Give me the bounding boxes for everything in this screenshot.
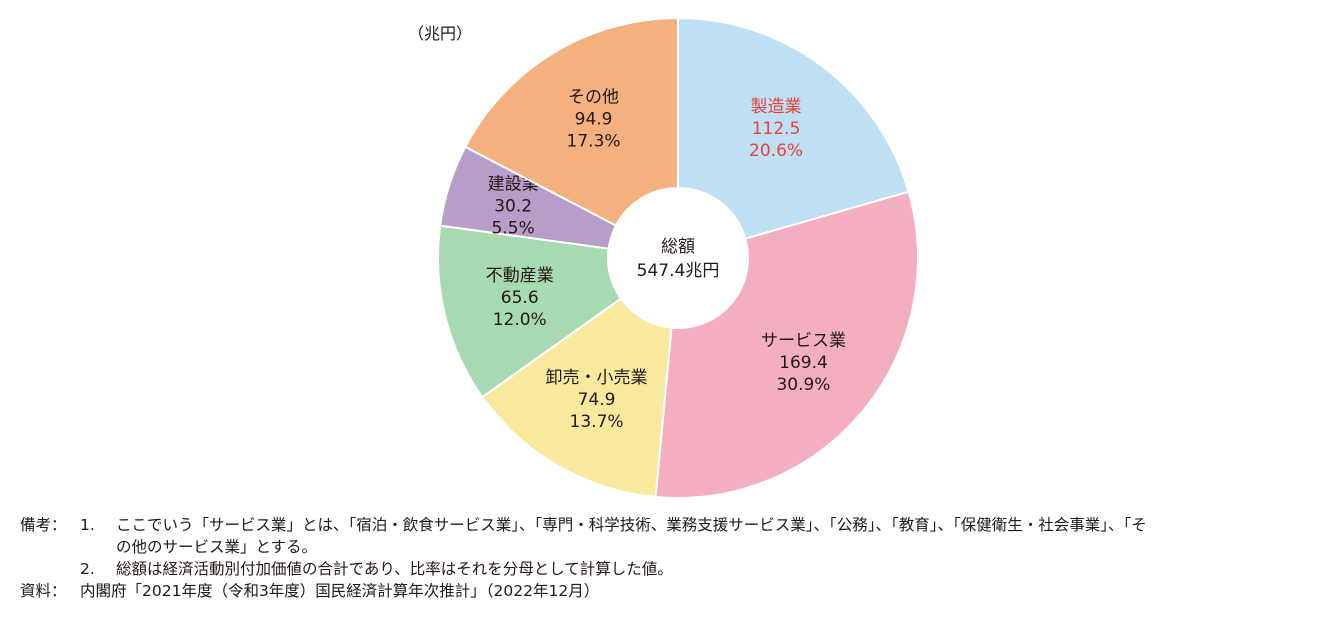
slice-label: 卸売・小売業 — [546, 368, 648, 388]
note-text: ここでいう「サービス業」とは、「宿泊・飲食サービス業」、「専門・科学技術、業務支… — [116, 516, 1147, 534]
slice-3 — [437, 224, 623, 399]
slice-value: 30.2 — [494, 196, 532, 216]
note-head — [20, 558, 80, 580]
source-text: 内閣府「2021年度（令和3年度）国民経済計算年次推計」（2022年12月） — [80, 582, 600, 600]
note-text: 総額は経済活動別付加価値の合計であり、比率はそれを分母として計算した値。 — [116, 560, 673, 578]
note-number: 1. — [80, 516, 95, 534]
slice-label: 不動産業 — [486, 266, 554, 286]
center-label: 総額 — [661, 237, 695, 257]
slice-5 — [463, 16, 679, 227]
slice-percent: 17.3% — [567, 132, 621, 152]
slice-value: 94.9 — [575, 110, 613, 130]
slice-0 — [677, 16, 910, 240]
slice-percent: 5.5% — [492, 218, 535, 238]
notes: 備考： 1. ここでいう「サービス業」とは、「宿泊・飲食サービス業」、「専門・科… — [20, 514, 1147, 602]
slice-label: 製造業 — [751, 97, 802, 117]
slice-value: 65.6 — [501, 288, 539, 308]
center-value: 547.4兆円 — [637, 261, 720, 281]
slice-1 — [654, 190, 919, 499]
note-number: 2. — [80, 560, 95, 578]
note-head: 備考： — [20, 516, 67, 534]
unit-label: （兆円） — [408, 24, 473, 43]
note-row-1: 備考： 1. ここでいう「サービス業」とは、「宿泊・飲食サービス業」、「専門・科… — [20, 514, 1147, 536]
source-head: 資料： — [20, 582, 67, 600]
slice-value: 74.9 — [578, 390, 616, 410]
slice-label: サービス業 — [761, 331, 846, 351]
source-row: 資料： 内閣府「2021年度（令和3年度）国民経済計算年次推計」（2022年12… — [20, 580, 1147, 602]
slice-percent: 13.7% — [570, 412, 624, 432]
donut-hole — [609, 189, 747, 327]
slice-percent: 12.0% — [493, 310, 547, 330]
slice-percent: 30.9% — [776, 375, 830, 395]
slice-value: 169.4 — [779, 353, 828, 373]
slice-2 — [480, 297, 673, 499]
slice-value: 112.5 — [752, 119, 801, 139]
note-row-2: 2. 総額は経済活動別付加価値の合計であり、比率はそれを分母として計算した値。 — [20, 558, 1147, 580]
note-text: の他のサービス業」とする。 — [116, 538, 318, 556]
slice-label: その他 — [568, 88, 619, 108]
slice-percent: 20.6% — [749, 141, 803, 161]
note-row-1-cont: の他のサービス業」とする。 — [20, 536, 1147, 558]
